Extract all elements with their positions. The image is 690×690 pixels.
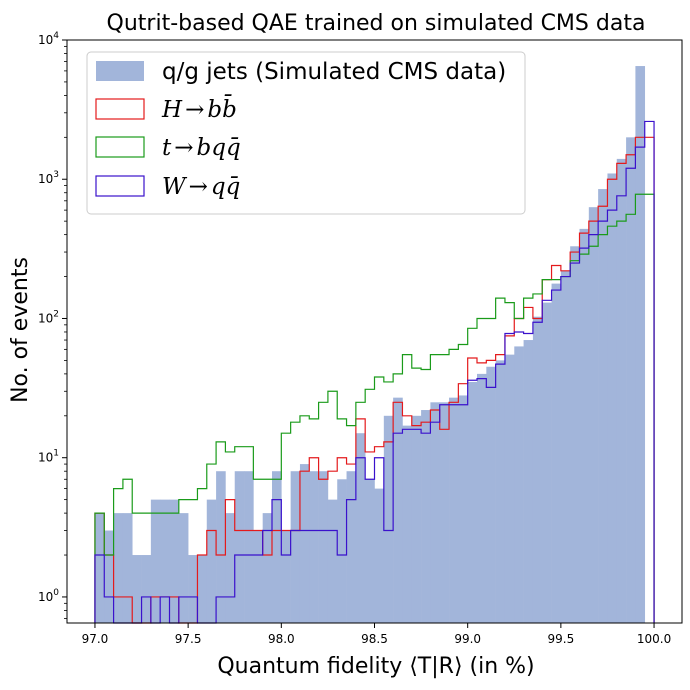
bar-qg-jets bbox=[504, 354, 515, 623]
bar-qg-jets bbox=[234, 471, 245, 623]
bar-qg-jets bbox=[318, 471, 329, 623]
x-tick-label: 98.5 bbox=[361, 632, 388, 646]
x-tick-label: 97.0 bbox=[82, 632, 109, 646]
bar-qg-jets bbox=[327, 499, 338, 623]
x-tick-label: 100.0 bbox=[637, 632, 671, 646]
bar-qg-jets bbox=[216, 471, 226, 623]
bar-qg-jets bbox=[355, 433, 366, 623]
legend-label-qg-jets: q/g jets (Simulated CMS data) bbox=[162, 59, 506, 85]
bar-qg-jets bbox=[132, 555, 142, 623]
bar-qg-jets bbox=[588, 207, 599, 623]
x-axis-label: Quantum fidelity ⟨T|R⟩ (in %) bbox=[217, 654, 534, 679]
bar-qg-jets bbox=[514, 346, 524, 623]
bar-qg-jets bbox=[477, 373, 487, 623]
bar-qg-jets bbox=[607, 173, 618, 623]
bar-qg-jets bbox=[616, 158, 627, 623]
bar-qg-jets bbox=[113, 513, 124, 623]
bar-qg-jets bbox=[523, 340, 534, 623]
bar-qg-jets bbox=[262, 513, 273, 623]
bar-qg-jets bbox=[188, 555, 198, 623]
x-tick-label: 99.5 bbox=[548, 632, 575, 646]
bar-qg-jets bbox=[486, 366, 496, 623]
bar-qg-jets bbox=[150, 499, 161, 623]
bar-qg-jets bbox=[309, 471, 319, 623]
chart-title: Qutrit-based QAE trained on simulated CM… bbox=[107, 11, 646, 36]
bar-qg-jets bbox=[374, 488, 385, 623]
bar-qg-jets bbox=[598, 189, 608, 623]
bar-qg-jets bbox=[402, 425, 413, 623]
bar-qg-jets bbox=[560, 270, 571, 623]
bar-qg-jets bbox=[626, 137, 636, 623]
legend-label-t: t → bqq̄ bbox=[162, 135, 241, 161]
bar-qg-jets bbox=[393, 397, 403, 623]
bar-qg-jets bbox=[281, 530, 291, 623]
bar-qg-jets bbox=[178, 513, 189, 623]
legend-swatch-w bbox=[95, 175, 145, 197]
bar-qg-jets bbox=[458, 395, 468, 623]
y-axis-label: No. of events bbox=[8, 257, 33, 403]
bar-qg-jets bbox=[141, 555, 152, 623]
bar-qg-jets bbox=[244, 471, 254, 623]
bar-qg-jets bbox=[542, 302, 552, 623]
bar-qg-jets bbox=[122, 513, 133, 623]
bar-qg-jets bbox=[104, 530, 114, 623]
bar-qg-jets bbox=[197, 555, 208, 623]
bar-qg-jets bbox=[570, 246, 580, 623]
bar-qg-jets bbox=[421, 410, 431, 623]
bar-qg-jets bbox=[467, 381, 478, 623]
legend: q/g jets (Simulated CMS data) H → bb̄ t → bqq̄… bbox=[86, 51, 526, 215]
bar-qg-jets bbox=[495, 360, 506, 623]
step-line-w bbox=[94, 120, 655, 624]
legend-swatch-h bbox=[95, 98, 145, 120]
bar-qg-jets bbox=[225, 513, 236, 623]
bar-qg-jets bbox=[290, 471, 301, 623]
x-tick-label: 98.0 bbox=[268, 632, 295, 646]
legend-label-h: H → bb̄ bbox=[161, 95, 237, 123]
bar-qg-jets bbox=[551, 283, 562, 623]
bar-qg-jets bbox=[160, 499, 170, 623]
legend-swatch-t bbox=[95, 136, 145, 158]
legend-swatch-qg-jets bbox=[96, 61, 144, 81]
bar-qg-jets bbox=[532, 316, 543, 623]
bar-qg-jets bbox=[169, 499, 180, 623]
bar-qg-jets bbox=[337, 479, 347, 623]
bar-qg-jets bbox=[299, 464, 310, 623]
bar-qg-jets bbox=[272, 471, 282, 623]
bar-qg-jets bbox=[383, 415, 394, 623]
bar-qg-jets bbox=[449, 397, 459, 623]
legend-box bbox=[86, 51, 526, 215]
bar-qg-jets bbox=[253, 530, 263, 623]
bar-qg-jets bbox=[411, 415, 422, 623]
bar-qg-jets bbox=[579, 228, 590, 623]
bar-qg-jets bbox=[635, 66, 646, 623]
bar-qg-jets bbox=[365, 479, 375, 623]
bar-qg-jets bbox=[206, 499, 217, 623]
plot-area bbox=[94, 66, 655, 624]
bar-qg-jets bbox=[346, 471, 357, 623]
bar-qg-jets bbox=[430, 402, 441, 623]
legend-label-w: W → qq̄ bbox=[162, 174, 240, 200]
step-line-h bbox=[94, 136, 655, 624]
x-tick-label: 99.0 bbox=[454, 632, 481, 646]
bar-qg-jets bbox=[94, 513, 105, 623]
x-tick-label: 97.5 bbox=[175, 632, 202, 646]
bar-qg-jets bbox=[439, 402, 450, 623]
